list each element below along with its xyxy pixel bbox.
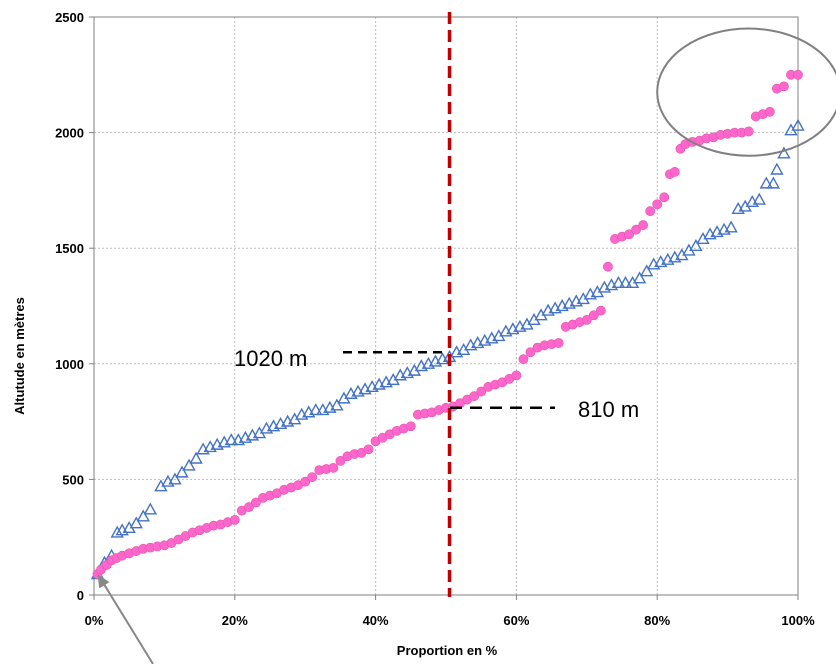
triangle-point [689, 238, 703, 251]
circle-point [779, 81, 789, 92]
x-tick-label: 0% [85, 613, 104, 628]
circle-point [631, 224, 641, 235]
triangle-point [777, 146, 791, 159]
circle-point [595, 305, 606, 316]
circle-point [300, 476, 311, 487]
triangle-point [618, 275, 633, 288]
triangle-point [189, 451, 203, 464]
arrow-head [97, 574, 110, 589]
y-tick-label: 500 [62, 472, 84, 487]
triangle-point [752, 192, 766, 205]
circle-point [652, 199, 663, 210]
circle-point [511, 370, 522, 381]
x-tick-label: 100% [781, 613, 815, 628]
triangle-point [309, 403, 323, 416]
x-axis-title: Proportion en % [397, 643, 498, 658]
circle-point [251, 497, 261, 508]
triangle-point [110, 525, 124, 538]
circle-point [469, 391, 480, 402]
triangle-point [766, 176, 781, 189]
y-tick-label: 1500 [55, 241, 84, 256]
circle-point [588, 310, 599, 321]
y-axis-title: Altutude en mètres [12, 297, 27, 415]
triangle-point [182, 458, 196, 471]
triangle-point [770, 162, 784, 175]
triangle-point [143, 502, 158, 515]
series-circles [92, 69, 803, 580]
annotation-810-label: 810 m [578, 397, 639, 422]
circle-point [638, 220, 649, 230]
triangle-point [791, 118, 805, 131]
y-tick-label: 2000 [55, 126, 84, 141]
circle-point [363, 444, 374, 455]
circle-point [405, 421, 416, 432]
plot-area-frame [93, 16, 799, 596]
circle-point [764, 106, 775, 117]
circle-point [743, 126, 754, 137]
circle-point [603, 261, 613, 272]
annotation-1020-label: 1020 m [234, 346, 307, 371]
x-axis-ticks: 0% 20% 40% 60% 80% 100% [85, 595, 815, 628]
circle-point [476, 386, 487, 397]
triangle-point [136, 509, 150, 522]
triangle-point [639, 264, 654, 277]
triangle-point [724, 220, 738, 233]
x-tick-label: 60% [503, 613, 529, 628]
circle-point [793, 69, 803, 80]
triangle-point [330, 398, 344, 411]
triangle-point [224, 433, 238, 446]
triangle-point [168, 472, 182, 485]
x-tick-label: 80% [644, 613, 670, 628]
circle-point [659, 192, 670, 203]
y-axis-ticks: 0 500 1000 1500 2000 2500 [55, 10, 94, 603]
circle-point [553, 338, 564, 348]
triangle-point [129, 516, 143, 529]
triangle-point [611, 275, 626, 288]
triangle-point [759, 176, 774, 189]
arrow-pointer [100, 579, 154, 664]
y-tick-label: 2500 [55, 10, 84, 25]
y-tick-label: 1000 [55, 357, 84, 372]
circle-point [581, 314, 592, 325]
circle-point [624, 229, 634, 240]
x-tick-label: 20% [222, 613, 248, 628]
y-tick-label: 0 [77, 588, 84, 603]
circle-point [307, 472, 318, 482]
highlight-ellipse [656, 27, 836, 157]
triangle-point [632, 271, 647, 284]
circle-point [518, 354, 529, 365]
circle-point [328, 462, 339, 473]
triangle-point [175, 465, 189, 478]
x-tick-label: 40% [363, 613, 389, 628]
circle-point [243, 502, 254, 513]
circle-point [645, 206, 656, 217]
circle-point [525, 347, 536, 358]
circle-point [229, 514, 240, 525]
circle-point [669, 167, 680, 177]
circle-point [335, 456, 346, 466]
